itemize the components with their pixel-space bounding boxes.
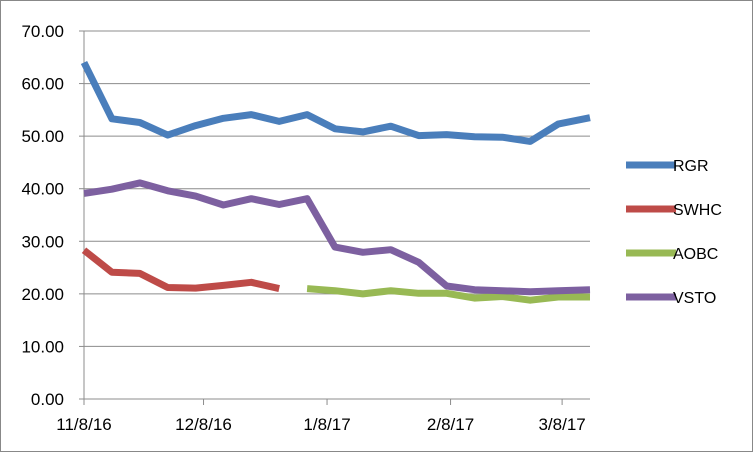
legend-label-vsto: VSTO [673, 290, 716, 307]
series-line-swhc [81, 247, 280, 293]
x-tick-label: 1/8/17 [303, 415, 350, 434]
axes: 0.00 10.00 20.00 30.00 40.00 50.00 60.00 70.00 1… [21, 22, 590, 434]
y-tick-label: 60.00 [21, 75, 64, 94]
y-tick-label: 10.00 [21, 337, 64, 356]
x-tick-label: 11/8/16 [56, 415, 111, 434]
y-tick-label: 50.00 [21, 127, 64, 146]
y-tick-label: 70.00 [21, 22, 64, 41]
series-lines [80, 60, 591, 304]
x-tick-label: 2/8/17 [427, 415, 474, 434]
series-line-aobc [306, 285, 590, 304]
legend-label-rgr: RGR [673, 158, 709, 175]
x-tick-label: 12/8/16 [175, 415, 232, 434]
y-tick-label: 0.00 [31, 390, 64, 409]
y-tick-label: 20.00 [21, 285, 64, 304]
legend: RGR SWHC AOBC VSTO [626, 158, 722, 307]
series-line-vsto [83, 179, 591, 296]
y-tick-label: 30.00 [21, 232, 64, 251]
legend-label-aobc: AOBC [673, 246, 718, 263]
series-line-rgr [80, 60, 591, 145]
x-tick-label: 3/8/17 [538, 415, 585, 434]
y-tick-label: 40.00 [21, 180, 64, 199]
legend-label-swhc: SWHC [673, 202, 722, 219]
